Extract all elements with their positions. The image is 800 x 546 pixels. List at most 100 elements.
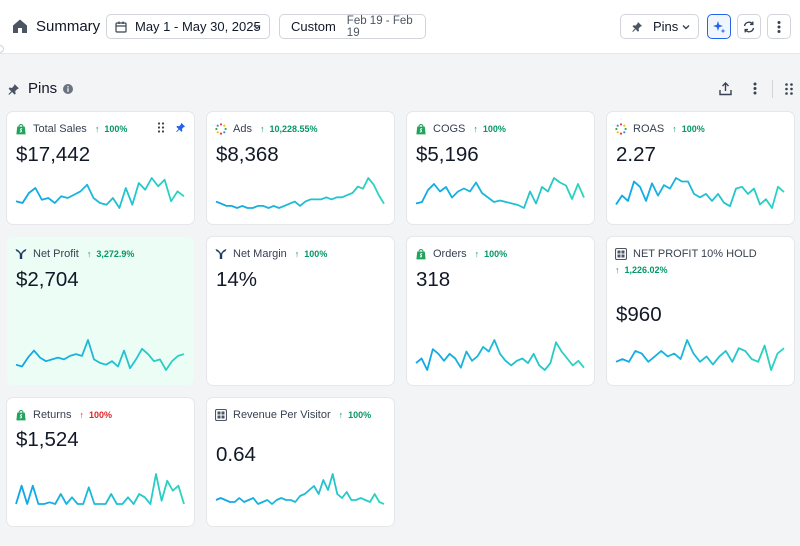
metric-card-total-sales[interactable]: Total Sales ↑ 100% $17,442	[7, 112, 194, 224]
metric-name: Ads	[233, 123, 252, 135]
metric-change-badge: ↑ 100%	[672, 124, 705, 134]
sparkline-series	[15, 177, 185, 209]
pins-dropdown-label: Pins	[653, 19, 679, 34]
pins-dropdown[interactable]: Pins	[620, 14, 699, 39]
more-options-button[interactable]	[767, 14, 791, 39]
metric-name: ROAS	[633, 123, 665, 135]
metric-card-net-margin[interactable]: Net Margin ↑ 100% 14%	[207, 237, 394, 385]
ads-icon	[615, 123, 627, 135]
metric-card-orders[interactable]: Orders ↑ 100% 318	[407, 237, 594, 385]
metric-change-value: 100%	[484, 249, 508, 259]
metric-value: $2,704	[16, 268, 79, 291]
metric-card-header: Returns ↑ 100%	[15, 408, 112, 422]
metric-value: $17,442	[16, 143, 91, 166]
date-range-picker[interactable]: May 1 - May 30, 2025	[106, 14, 270, 39]
pins-section-header: Pins	[0, 74, 800, 104]
section-more-icon[interactable]	[749, 81, 761, 96]
sparkline-chart	[615, 177, 785, 209]
sidebar-collapse-handle[interactable]	[0, 45, 4, 53]
arrow-up-icon: ↑	[672, 124, 677, 134]
metric-change-value: 100%	[304, 249, 328, 259]
sparkline-chart	[15, 177, 185, 209]
arrow-up-icon: ↑	[294, 249, 300, 259]
metric-card-header: Revenue Per Visitor ↑ 100%	[215, 408, 371, 422]
export-icon[interactable]	[718, 81, 733, 96]
sparkline-series	[215, 177, 385, 209]
metric-card-header: Net Margin ↑ 100%	[215, 247, 327, 261]
sparkline-chart	[415, 339, 585, 371]
metric-value: 0.64	[216, 443, 256, 466]
metric-value: 2.27	[616, 143, 656, 166]
triple-whale-icon	[15, 249, 27, 259]
shopify-icon	[416, 248, 426, 260]
metric-card-returns[interactable]: Returns ↑ 100% $1,524	[7, 398, 194, 526]
pin-icon	[632, 21, 642, 32]
drag-handle-icon[interactable]	[157, 122, 165, 133]
ads-icon	[215, 123, 227, 135]
ai-sparkle-button[interactable]	[707, 14, 731, 39]
metric-card-ads[interactable]: Ads ↑ 10,228.55% $8,368	[207, 112, 394, 224]
metric-name: NET PROFIT 10% HOLD	[633, 248, 757, 260]
home-icon[interactable]	[11, 17, 29, 35]
metric-change-value: 1,226.02%	[624, 265, 668, 275]
metric-card-roas[interactable]: ROAS ↑ 100% 2.27	[607, 112, 794, 224]
page-title: Summary	[36, 18, 101, 35]
metric-card-tools	[157, 122, 186, 133]
metric-card-header: COGS ↑ 100%	[415, 122, 506, 136]
metric-name: Orders	[433, 248, 467, 260]
shopify-icon	[416, 123, 426, 135]
metric-card-header: Total Sales ↑ 100%	[15, 122, 127, 136]
metric-change-value: 3,272.9%	[96, 249, 135, 259]
section-title: Pins	[28, 80, 58, 97]
top-bar: Summary May 1 - May 30, 2025 Custom Feb …	[0, 0, 800, 54]
metric-value: $5,196	[416, 143, 479, 166]
sparkline-series	[15, 339, 185, 371]
arrow-up-icon: ↑	[338, 410, 344, 420]
metric-value: $8,368	[216, 143, 279, 166]
shopify-icon	[16, 123, 26, 135]
metric-card-cogs[interactable]: COGS ↑ 100% $5,196	[407, 112, 594, 224]
metric-change-badge: ↑ 100%	[295, 249, 328, 259]
metric-change-value: 10,228.55%	[269, 124, 318, 134]
metric-change-value: 100%	[104, 124, 128, 134]
arrow-up-icon: ↑	[86, 249, 92, 259]
metric-name: Net Margin	[233, 248, 287, 260]
metric-card-net-profit[interactable]: Net Profit ↑ 3,272.9% $2,704	[7, 237, 194, 385]
metric-card-header: Net Profit ↑ 3,272.9%	[15, 247, 134, 261]
metric-name: Total Sales	[33, 123, 87, 135]
metric-change-badge: ↑ 1,226.02%	[615, 265, 668, 275]
sparkline-series	[215, 473, 385, 505]
arrow-up-icon: ↑	[615, 265, 620, 275]
compare-period-button[interactable]: Custom Feb 19 - Feb 19	[279, 14, 426, 39]
metric-card-net-profit-hold[interactable]: ↑ 1,226.02% NET PROFIT 10% HOLD $960	[607, 237, 794, 385]
sparkline-series	[615, 177, 785, 209]
arrow-up-icon: ↑	[94, 124, 100, 134]
sparkline-series	[415, 177, 585, 209]
shopify-icon	[16, 409, 26, 421]
metric-change-value: 100%	[348, 410, 372, 420]
metric-value: $1,524	[16, 428, 79, 451]
arrow-up-icon: ↑	[474, 249, 480, 259]
calendar-icon	[115, 21, 127, 33]
info-icon[interactable]	[63, 84, 73, 94]
divider	[772, 80, 773, 98]
sparkline-chart	[215, 473, 385, 505]
metric-card-header: NET PROFIT 10% HOLD	[615, 247, 757, 261]
sparkline-chart	[615, 339, 785, 371]
sparkline-series	[615, 339, 785, 371]
chevron-down-icon	[253, 25, 261, 30]
metric-card-header: Orders ↑ 100%	[415, 247, 507, 261]
metric-card-header: ROAS ↑ 100%	[615, 122, 705, 136]
metric-change-value: 100%	[482, 124, 506, 134]
refresh-icon	[743, 21, 755, 32]
pin-icon[interactable]	[175, 122, 186, 133]
arrow-up-icon: ↑	[259, 124, 265, 134]
metric-card-rpv[interactable]: Revenue Per Visitor ↑ 100% 0.64	[207, 398, 394, 526]
drag-handle-icon[interactable]	[784, 82, 794, 96]
metric-change-badge: ↑ 100%	[339, 410, 372, 420]
metric-name: COGS	[433, 123, 466, 135]
metric-value: 14%	[216, 268, 258, 291]
refresh-button[interactable]	[737, 14, 761, 39]
triple-whale-icon	[215, 249, 227, 259]
metric-change-value: 100%	[89, 410, 113, 420]
